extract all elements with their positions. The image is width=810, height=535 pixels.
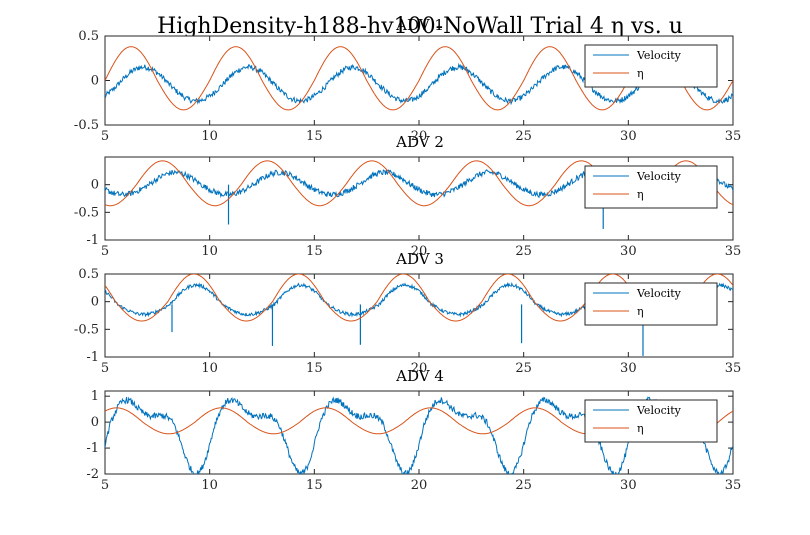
y-tick-label: -0.5 xyxy=(74,118,99,133)
figure-title: HighDensity-h188-hv100-NoWall Trial 4 η … xyxy=(157,14,683,39)
legend-box xyxy=(584,165,718,209)
x-tick-label: 10 xyxy=(201,361,218,376)
x-tick-label: 20 xyxy=(411,129,428,144)
legend-eta-label: η xyxy=(637,422,644,435)
x-tick-label: 5 xyxy=(101,129,109,144)
x-tick-label: 15 xyxy=(306,361,323,376)
x-tick-label: 30 xyxy=(620,129,637,144)
legend-velocity-label: Velocity xyxy=(636,287,682,300)
x-tick-label: 25 xyxy=(515,129,532,144)
legend-velocity-label: Velocity xyxy=(636,49,682,62)
x-tick-label: 10 xyxy=(201,478,218,493)
subplot-title-3: ADV 3 xyxy=(395,250,444,268)
legend-box xyxy=(584,44,718,88)
x-tick-label: 35 xyxy=(725,129,742,144)
y-tick-label: 1 xyxy=(91,389,99,404)
x-tick-label: 35 xyxy=(725,361,742,376)
x-tick-label: 35 xyxy=(725,244,742,259)
velocity-series-line xyxy=(105,62,733,106)
y-tick-label: 0 xyxy=(91,74,99,89)
legend-box xyxy=(584,399,718,443)
legend-eta-label: η xyxy=(637,188,644,201)
x-tick-label: 35 xyxy=(725,478,742,493)
subplot-1: 5 10 15 20 25 30 35 0.5 0 -0.5 Velocity η xyxy=(74,29,741,144)
y-tick-label: -1 xyxy=(86,350,99,365)
y-tick-label: 0.5 xyxy=(78,267,99,282)
legend: Velocity η xyxy=(584,165,718,209)
subplot-3: 5 10 15 20 25 30 35 0.5 0 -0.5 -1 Velocity η xyxy=(74,267,741,376)
x-tick-label: 15 xyxy=(306,244,323,259)
y-tick-label: -1 xyxy=(86,441,99,456)
y-tick-label: -1 xyxy=(86,233,99,248)
subplot-title-1: ADV 1 xyxy=(395,16,444,34)
x-tick-label: 30 xyxy=(620,478,637,493)
x-tick-label: 20 xyxy=(411,361,428,376)
x-tick-label: 10 xyxy=(201,244,218,259)
legend: Velocity η xyxy=(584,399,718,443)
x-tick-label: 15 xyxy=(306,129,323,144)
x-tick-label: 20 xyxy=(411,244,428,259)
x-tick-label: 20 xyxy=(411,478,428,493)
legend-velocity-label: Velocity xyxy=(636,404,682,417)
y-tick-label: 0 xyxy=(91,295,99,310)
x-tick-label: 25 xyxy=(515,361,532,376)
y-tick-label: -2 xyxy=(86,467,99,482)
x-tick-label: 5 xyxy=(101,244,109,259)
legend-eta-label: η xyxy=(637,67,644,80)
y-tick-label: 0 xyxy=(91,415,99,430)
legend-box xyxy=(584,282,718,326)
legend: Velocity η xyxy=(584,44,718,88)
x-tick-label: 5 xyxy=(101,361,109,376)
x-tick-label: 25 xyxy=(515,478,532,493)
x-tick-label: 5 xyxy=(101,478,109,493)
x-tick-label: 15 xyxy=(306,478,323,493)
subplot-2: 5 10 15 20 25 30 35 0 -0.5 -1 Velocity η xyxy=(74,156,742,259)
y-tick-label: 0.5 xyxy=(78,29,99,44)
y-tick-label: 0 xyxy=(91,178,99,193)
legend-eta-label: η xyxy=(637,305,644,318)
x-tick-label: 25 xyxy=(515,244,532,259)
x-tick-label: 30 xyxy=(620,361,637,376)
subplot-title-2: ADV 2 xyxy=(395,133,444,151)
legend: Velocity η xyxy=(584,282,718,326)
x-tick-label: 30 xyxy=(620,244,637,259)
legend-velocity-label: Velocity xyxy=(636,170,682,183)
x-tick-label: 10 xyxy=(201,129,218,144)
subplot-title-4: ADV 4 xyxy=(395,367,444,385)
y-tick-label: -0.5 xyxy=(74,205,99,220)
y-tick-label: -0.5 xyxy=(74,322,99,337)
